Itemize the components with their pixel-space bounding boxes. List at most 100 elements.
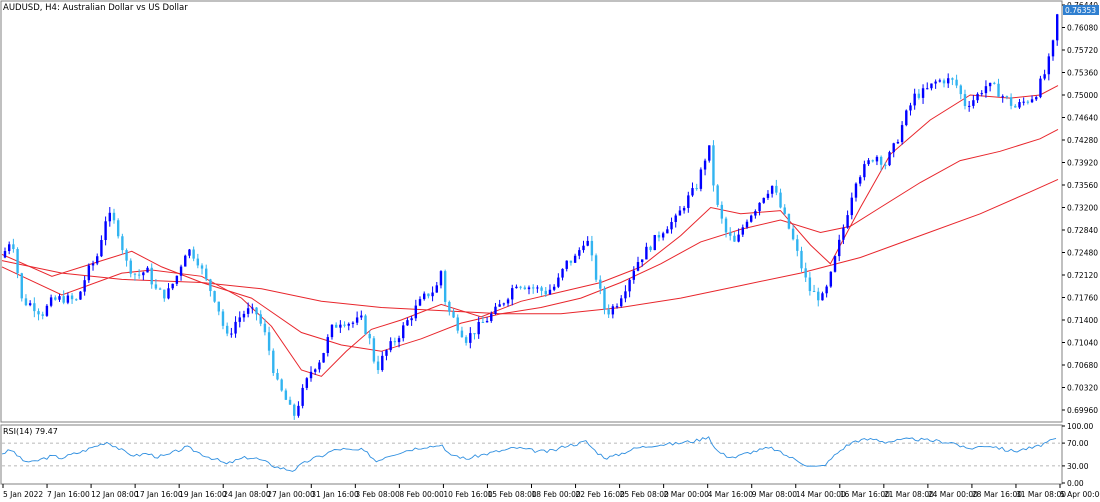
candle-body [791, 228, 795, 240]
candle-body [1056, 14, 1059, 41]
candle [146, 266, 149, 273]
candle [154, 278, 158, 290]
candle-body [536, 287, 539, 289]
candle-body [439, 271, 443, 286]
candle [460, 326, 464, 338]
candle [435, 281, 438, 293]
candle-body [20, 273, 23, 299]
candle-body [473, 333, 476, 335]
candle-body [607, 309, 610, 315]
candle [519, 285, 522, 290]
candle-body [582, 245, 585, 251]
candle-body [825, 286, 828, 294]
candle [909, 102, 912, 116]
candle-body [879, 156, 883, 165]
candle-body [812, 291, 816, 293]
candle [158, 287, 162, 290]
candle [523, 285, 527, 290]
candle [682, 205, 686, 214]
candle [175, 275, 179, 287]
candle [552, 284, 556, 292]
candle-body [112, 212, 116, 221]
candle [779, 188, 782, 209]
candle-body [615, 306, 619, 308]
candle-body [498, 304, 501, 307]
candle-body [762, 197, 765, 203]
candle-body [464, 337, 468, 343]
candle-body [301, 387, 304, 406]
candle [12, 238, 15, 253]
candle [573, 253, 577, 263]
candle-body [997, 83, 1000, 97]
candle-body [967, 105, 971, 107]
candle-body [699, 169, 703, 189]
candle-body [573, 255, 577, 263]
candle [372, 336, 376, 364]
candle [867, 158, 870, 166]
candle-body [100, 240, 103, 257]
candle-body [754, 211, 757, 216]
candle [448, 300, 451, 316]
candle [150, 263, 153, 289]
candle [988, 82, 992, 92]
candle [309, 366, 313, 382]
candle [1039, 75, 1042, 99]
price-tick-label: 0.74280 [1067, 136, 1098, 145]
candle-body [41, 314, 44, 316]
candle [640, 259, 644, 267]
candle-body [947, 78, 950, 84]
candle [196, 253, 200, 269]
price-tick-label: 0.70320 [1067, 384, 1098, 393]
candle-body [460, 330, 464, 338]
candle [854, 182, 858, 202]
candle-body [79, 291, 82, 300]
candle [565, 260, 568, 272]
candle [515, 284, 518, 289]
candle [502, 302, 506, 307]
candle [796, 234, 799, 257]
candle [791, 224, 795, 241]
candle [905, 109, 908, 127]
candle-body [808, 277, 812, 292]
candle-body [632, 270, 636, 280]
candle-body [494, 306, 497, 314]
candle-body [955, 79, 958, 86]
candle [825, 284, 828, 298]
candle [838, 234, 841, 262]
candle-body [586, 240, 589, 246]
candle [70, 293, 74, 304]
candle-body [548, 289, 552, 295]
candle [385, 349, 388, 361]
candle-body [192, 249, 195, 259]
time-tick-label: 31 Mar 08:00 [1016, 490, 1066, 499]
candle [544, 287, 547, 297]
candle-body [988, 82, 992, 87]
candle [498, 299, 501, 307]
price-tick-label: 0.75000 [1067, 91, 1098, 100]
candle [171, 283, 174, 291]
candle [976, 92, 979, 103]
candle-body [1039, 78, 1042, 98]
candle-body [351, 322, 355, 324]
candle [934, 79, 937, 89]
candle-body [603, 288, 606, 310]
candle-body [515, 286, 518, 289]
candle-body [209, 279, 212, 292]
candle-body [687, 195, 690, 208]
candle [3, 247, 7, 259]
candle-body [875, 156, 879, 162]
candle-body [1026, 101, 1030, 103]
candle [410, 315, 413, 326]
candle-body [590, 240, 594, 256]
candle-body [490, 313, 493, 321]
candle-body [724, 218, 728, 233]
candle-body [154, 284, 158, 289]
candle-body [749, 215, 753, 222]
candle-body [796, 239, 799, 251]
candle-body [909, 105, 912, 111]
candle-body [804, 268, 807, 278]
price-tick-label: 0.69960 [1067, 406, 1098, 415]
candle-body [888, 152, 891, 166]
candle-body [372, 338, 376, 362]
candle-body [456, 317, 459, 331]
